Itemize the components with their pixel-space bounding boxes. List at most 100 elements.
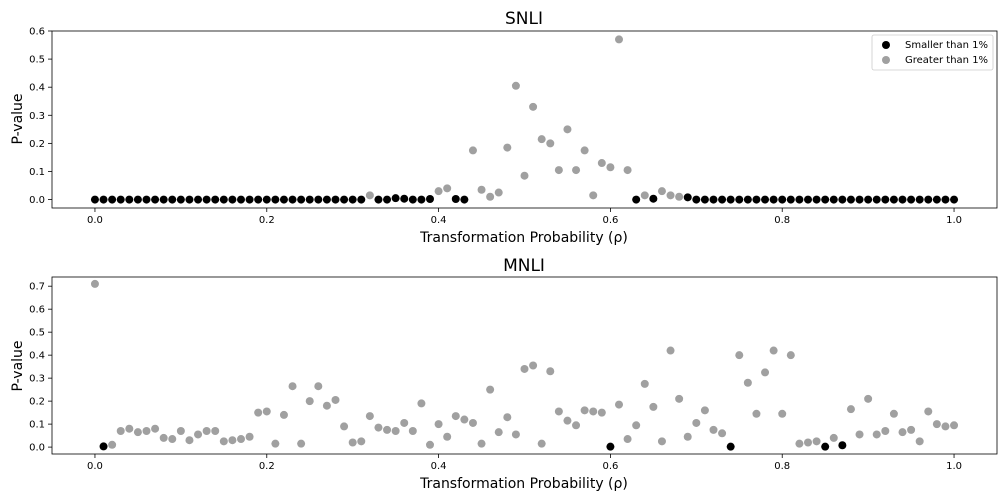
x-tick-label: 0.4 bbox=[431, 461, 447, 472]
point-smaller-than-1pct bbox=[159, 195, 168, 204]
y-tick-label: 0.6 bbox=[29, 305, 45, 316]
point-smaller-than-1pct bbox=[795, 195, 804, 204]
point-greater-than-1pct bbox=[176, 427, 185, 436]
point-greater-than-1pct bbox=[537, 135, 546, 144]
point-smaller-than-1pct bbox=[348, 195, 357, 204]
point-greater-than-1pct bbox=[580, 406, 589, 415]
point-smaller-than-1pct bbox=[941, 195, 950, 204]
point-greater-than-1pct bbox=[554, 407, 563, 416]
point-greater-than-1pct bbox=[761, 368, 770, 377]
y-tick-label: 0.2 bbox=[29, 139, 45, 150]
point-greater-than-1pct bbox=[795, 439, 804, 448]
point-smaller-than-1pct bbox=[90, 195, 99, 204]
point-smaller-than-1pct bbox=[821, 195, 830, 204]
point-smaller-than-1pct bbox=[168, 195, 177, 204]
point-greater-than-1pct bbox=[589, 191, 598, 200]
point-smaller-than-1pct bbox=[898, 195, 907, 204]
point-greater-than-1pct bbox=[597, 159, 606, 168]
point-smaller-than-1pct bbox=[271, 195, 280, 204]
point-smaller-than-1pct bbox=[297, 195, 306, 204]
point-greater-than-1pct bbox=[108, 440, 117, 449]
point-smaller-than-1pct bbox=[400, 194, 409, 203]
point-greater-than-1pct bbox=[357, 437, 366, 446]
point-smaller-than-1pct bbox=[262, 195, 271, 204]
point-smaller-than-1pct bbox=[383, 195, 392, 204]
point-greater-than-1pct bbox=[254, 408, 263, 417]
point-greater-than-1pct bbox=[245, 432, 254, 441]
point-greater-than-1pct bbox=[271, 439, 280, 448]
point-greater-than-1pct bbox=[477, 185, 486, 194]
point-smaller-than-1pct bbox=[228, 195, 237, 204]
y-tick-label: 0.5 bbox=[29, 328, 45, 339]
point-greater-than-1pct bbox=[692, 418, 701, 427]
point-greater-than-1pct bbox=[151, 424, 160, 433]
point-greater-than-1pct bbox=[125, 424, 134, 433]
point-greater-than-1pct bbox=[477, 439, 486, 448]
point-smaller-than-1pct bbox=[846, 195, 855, 204]
point-smaller-than-1pct bbox=[872, 195, 881, 204]
x-tick-label: 0.0 bbox=[87, 215, 103, 226]
y-ticks: 0.0 0.1 0.2 0.3 0.4 0.5 0.6 bbox=[29, 27, 52, 206]
point-greater-than-1pct bbox=[589, 407, 598, 416]
point-greater-than-1pct bbox=[460, 415, 469, 424]
point-greater-than-1pct bbox=[872, 430, 881, 439]
x-tick-label: 0.6 bbox=[602, 215, 618, 226]
point-smaller-than-1pct bbox=[606, 442, 615, 451]
point-greater-than-1pct bbox=[116, 427, 125, 436]
point-smaller-than-1pct bbox=[254, 195, 263, 204]
point-smaller-than-1pct bbox=[829, 195, 838, 204]
point-greater-than-1pct bbox=[657, 187, 666, 196]
point-smaller-than-1pct bbox=[99, 195, 108, 204]
point-greater-than-1pct bbox=[546, 367, 555, 376]
point-greater-than-1pct bbox=[606, 163, 615, 172]
point-smaller-than-1pct bbox=[176, 195, 185, 204]
point-greater-than-1pct bbox=[529, 102, 538, 111]
y-tick-label: 0.6 bbox=[29, 27, 45, 38]
point-greater-than-1pct bbox=[666, 191, 675, 200]
point-greater-than-1pct bbox=[804, 438, 812, 447]
y-tick-label: 0.4 bbox=[29, 83, 45, 94]
legend-label-greater: Greater than 1% bbox=[905, 55, 988, 66]
point-greater-than-1pct bbox=[666, 346, 675, 355]
point-greater-than-1pct bbox=[640, 379, 649, 388]
point-greater-than-1pct bbox=[615, 400, 623, 409]
point-greater-than-1pct bbox=[786, 351, 795, 360]
point-greater-than-1pct bbox=[623, 435, 632, 444]
point-greater-than-1pct bbox=[846, 405, 855, 414]
point-greater-than-1pct bbox=[511, 430, 520, 439]
point-greater-than-1pct bbox=[443, 184, 452, 193]
point-greater-than-1pct bbox=[202, 427, 211, 436]
point-smaller-than-1pct bbox=[700, 195, 709, 204]
point-smaller-than-1pct bbox=[804, 195, 812, 204]
legend-box bbox=[871, 34, 994, 71]
point-smaller-than-1pct bbox=[417, 195, 426, 204]
y-tick-label: 0.3 bbox=[29, 374, 45, 385]
point-greater-than-1pct bbox=[142, 427, 151, 436]
point-greater-than-1pct bbox=[434, 420, 443, 429]
point-smaller-than-1pct bbox=[632, 195, 641, 204]
y-tick-label: 0.7 bbox=[29, 282, 45, 293]
point-greater-than-1pct bbox=[400, 418, 409, 427]
point-greater-than-1pct bbox=[383, 425, 392, 434]
point-greater-than-1pct bbox=[511, 81, 520, 90]
x-tick-label: 1.0 bbox=[946, 215, 962, 226]
point-smaller-than-1pct bbox=[683, 193, 692, 202]
point-smaller-than-1pct bbox=[838, 441, 847, 450]
point-smaller-than-1pct bbox=[881, 195, 890, 204]
x-tick-label: 0.0 bbox=[87, 461, 103, 472]
point-greater-than-1pct bbox=[90, 279, 99, 288]
point-smaller-than-1pct bbox=[451, 195, 460, 204]
point-greater-than-1pct bbox=[348, 438, 357, 447]
point-greater-than-1pct bbox=[494, 188, 503, 197]
point-greater-than-1pct bbox=[159, 433, 168, 442]
point-greater-than-1pct bbox=[314, 382, 323, 391]
point-smaller-than-1pct bbox=[202, 195, 211, 204]
point-smaller-than-1pct bbox=[151, 195, 160, 204]
point-smaller-than-1pct bbox=[331, 195, 340, 204]
point-greater-than-1pct bbox=[563, 416, 572, 425]
point-smaller-than-1pct bbox=[726, 195, 735, 204]
point-smaller-than-1pct bbox=[245, 195, 254, 204]
point-greater-than-1pct bbox=[855, 430, 864, 439]
point-smaller-than-1pct bbox=[889, 195, 898, 204]
point-smaller-than-1pct bbox=[743, 195, 752, 204]
